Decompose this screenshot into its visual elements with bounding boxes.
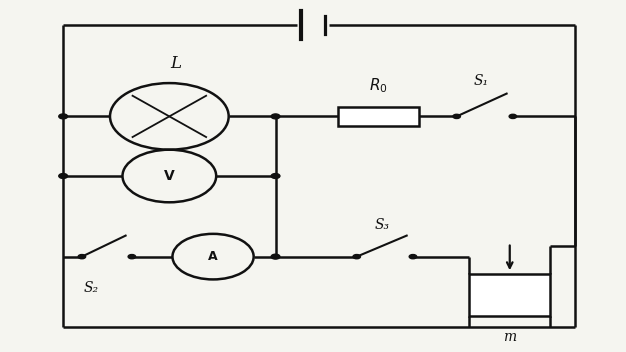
Text: S₃: S₃ <box>374 218 389 232</box>
Circle shape <box>453 114 460 119</box>
Text: A: A <box>208 250 218 263</box>
FancyBboxPatch shape <box>469 274 550 316</box>
Circle shape <box>353 254 361 259</box>
Circle shape <box>271 174 280 178</box>
Text: m: m <box>503 330 516 344</box>
Circle shape <box>59 114 68 119</box>
FancyBboxPatch shape <box>338 107 419 126</box>
Text: S₂: S₂ <box>84 281 99 295</box>
Circle shape <box>271 114 280 119</box>
Text: S₁: S₁ <box>474 74 489 88</box>
Circle shape <box>409 254 417 259</box>
Circle shape <box>271 254 280 259</box>
Circle shape <box>78 254 86 259</box>
Circle shape <box>59 174 68 178</box>
Circle shape <box>128 254 136 259</box>
Circle shape <box>509 114 516 119</box>
Text: $R_0$: $R_0$ <box>369 76 388 95</box>
Text: V: V <box>164 169 175 183</box>
Text: L: L <box>170 55 181 72</box>
